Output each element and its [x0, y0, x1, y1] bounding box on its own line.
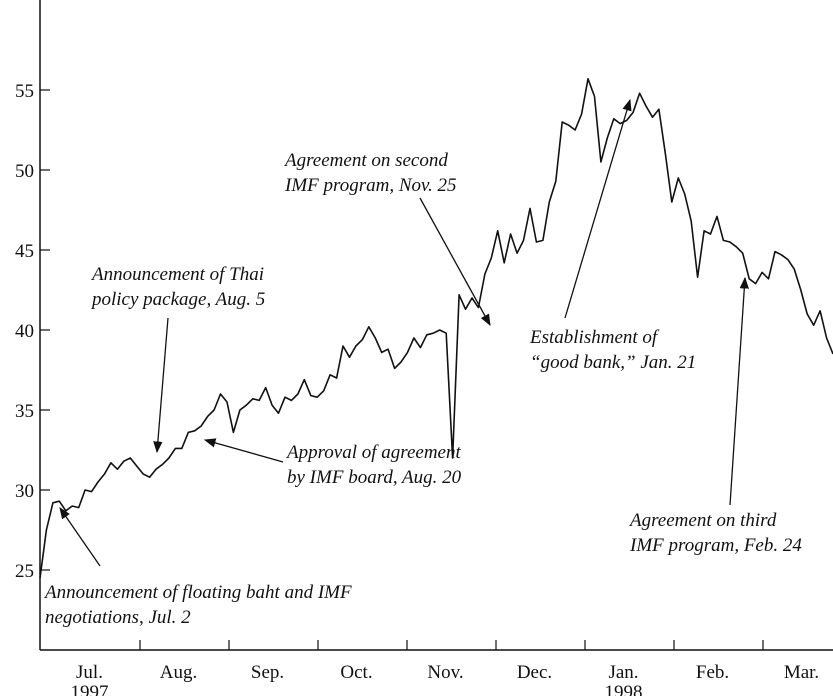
x-tick-label: Aug. [160, 662, 197, 683]
annotation-arrow [153, 317, 169, 454]
annotation-arrow [729, 276, 749, 506]
year-label: 1997 [71, 682, 109, 696]
y-tick-label: 40 [15, 321, 34, 342]
annotation-arrow [203, 438, 284, 463]
annotation-arrow [564, 98, 632, 319]
x-tick-label: Jan. [608, 662, 638, 683]
annotation: IMF program, Nov. 25 [284, 175, 457, 196]
y-tick-label: 30 [15, 481, 34, 502]
y-tick-label: 45 [15, 241, 34, 262]
x-tick-label: Sep. [251, 662, 284, 683]
x-tick-label: Jul. [76, 662, 103, 683]
x-tick-label: Mar. [784, 662, 819, 683]
annotation: “good bank,” Jan. 21 [530, 352, 696, 373]
annotation: Announcement of Thai [90, 264, 264, 285]
y-tick-label: 50 [15, 161, 34, 182]
annotation: IMF program, Feb. 24 [629, 535, 802, 556]
annotation: Approval of agreement [285, 442, 461, 463]
data-line [39, 78, 833, 579]
annotation-arrow [419, 197, 491, 327]
y-tick-label: 35 [15, 401, 34, 422]
x-tick-label: Dec. [517, 662, 552, 683]
annotation: negotiations, Jul. 2 [45, 607, 191, 628]
x-tick-label: Feb. [696, 662, 729, 683]
x-tick-label: Oct. [340, 662, 372, 683]
annotation: by IMF board, Aug. 20 [287, 467, 462, 488]
year-label: 1998 [605, 682, 643, 696]
annotation-arrow [59, 507, 101, 567]
annotation: Announcement of floating baht and IMF [43, 582, 352, 603]
y-tick-label: 25 [15, 561, 34, 582]
annotation: Establishment of [529, 327, 660, 348]
y-tick-label: 55 [15, 81, 34, 102]
annotation: Agreement on second [283, 150, 448, 171]
annotation: Agreement on third [628, 510, 777, 531]
annotation: policy package, Aug. 5 [90, 289, 265, 310]
x-tick-label: Nov. [427, 662, 463, 683]
